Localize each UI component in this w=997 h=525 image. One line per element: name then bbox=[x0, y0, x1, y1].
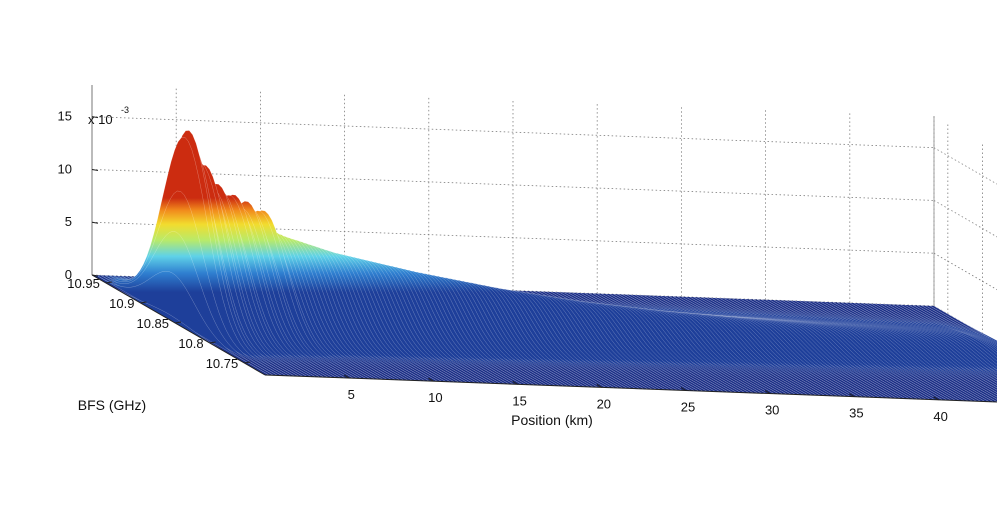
x-tick-label: 10 bbox=[428, 390, 442, 405]
x-tick-label: 30 bbox=[765, 403, 779, 418]
z-tick-mark bbox=[91, 274, 99, 277]
grid-line-z-side bbox=[933, 200, 997, 238]
grid-line-z-side bbox=[933, 252, 997, 291]
surface bbox=[91, 130, 997, 403]
grid-line-z bbox=[91, 116, 935, 149]
y-tick-mark bbox=[140, 301, 147, 304]
x-axis-label: Position (km) bbox=[511, 412, 593, 428]
y-tick-mark bbox=[105, 281, 112, 284]
z-tick-label: 10 bbox=[58, 161, 72, 176]
x-tick-label: 20 bbox=[597, 396, 611, 411]
y-axis-line bbox=[91, 274, 266, 376]
y-tick-mark bbox=[174, 321, 182, 324]
surface-slice bbox=[828, 301, 997, 400]
x-tick-mark bbox=[596, 383, 603, 388]
y-tick-label: 10.75 bbox=[206, 356, 239, 371]
x-tick-mark bbox=[343, 374, 350, 379]
x-tick-mark bbox=[512, 380, 518, 385]
z-multiplier: x 10 bbox=[88, 112, 113, 127]
z-tick-mark bbox=[91, 116, 99, 119]
x-tick-label: 5 bbox=[348, 387, 355, 402]
x-tick-mark bbox=[933, 396, 939, 401]
x-tick-label: 15 bbox=[512, 393, 526, 408]
surface-slice bbox=[921, 305, 997, 350]
z-exponent: -3 bbox=[121, 105, 129, 115]
y-tick-mark bbox=[244, 361, 251, 364]
surface-slice bbox=[837, 302, 997, 396]
x-tick-label: 25 bbox=[681, 400, 695, 415]
y-tick-label: 10.9 bbox=[109, 296, 134, 311]
x-tick-label: 35 bbox=[849, 406, 863, 421]
x-tick-mark bbox=[849, 393, 855, 398]
z-tick-mark bbox=[91, 168, 99, 171]
grid-line-z-side bbox=[933, 147, 997, 185]
grid-line-z bbox=[91, 169, 935, 201]
surface-slice bbox=[933, 305, 997, 343]
surface-slice bbox=[845, 302, 997, 391]
tick-labels: 510152025303540455010.7510.810.8510.910.… bbox=[58, 109, 948, 424]
x-tick-mark bbox=[680, 387, 687, 391]
x-tick-label: 40 bbox=[933, 409, 947, 424]
z-tick-mark bbox=[91, 221, 99, 224]
z-tick-label: 0 bbox=[65, 267, 72, 282]
y-tick-mark bbox=[209, 341, 216, 344]
surface-slice bbox=[912, 304, 997, 355]
surface-slice bbox=[841, 302, 997, 393]
x-tick-mark bbox=[428, 377, 434, 382]
y-tick-label: 10.95 bbox=[67, 276, 100, 291]
x-tick-mark bbox=[764, 390, 771, 395]
z-tick-label: 15 bbox=[58, 109, 72, 124]
z-tick-label: 5 bbox=[65, 214, 72, 229]
y-tick-label: 10.85 bbox=[136, 316, 169, 331]
y-axis-label: BFS (GHz) bbox=[78, 397, 146, 413]
y-tick-label: 10.8 bbox=[178, 336, 203, 351]
